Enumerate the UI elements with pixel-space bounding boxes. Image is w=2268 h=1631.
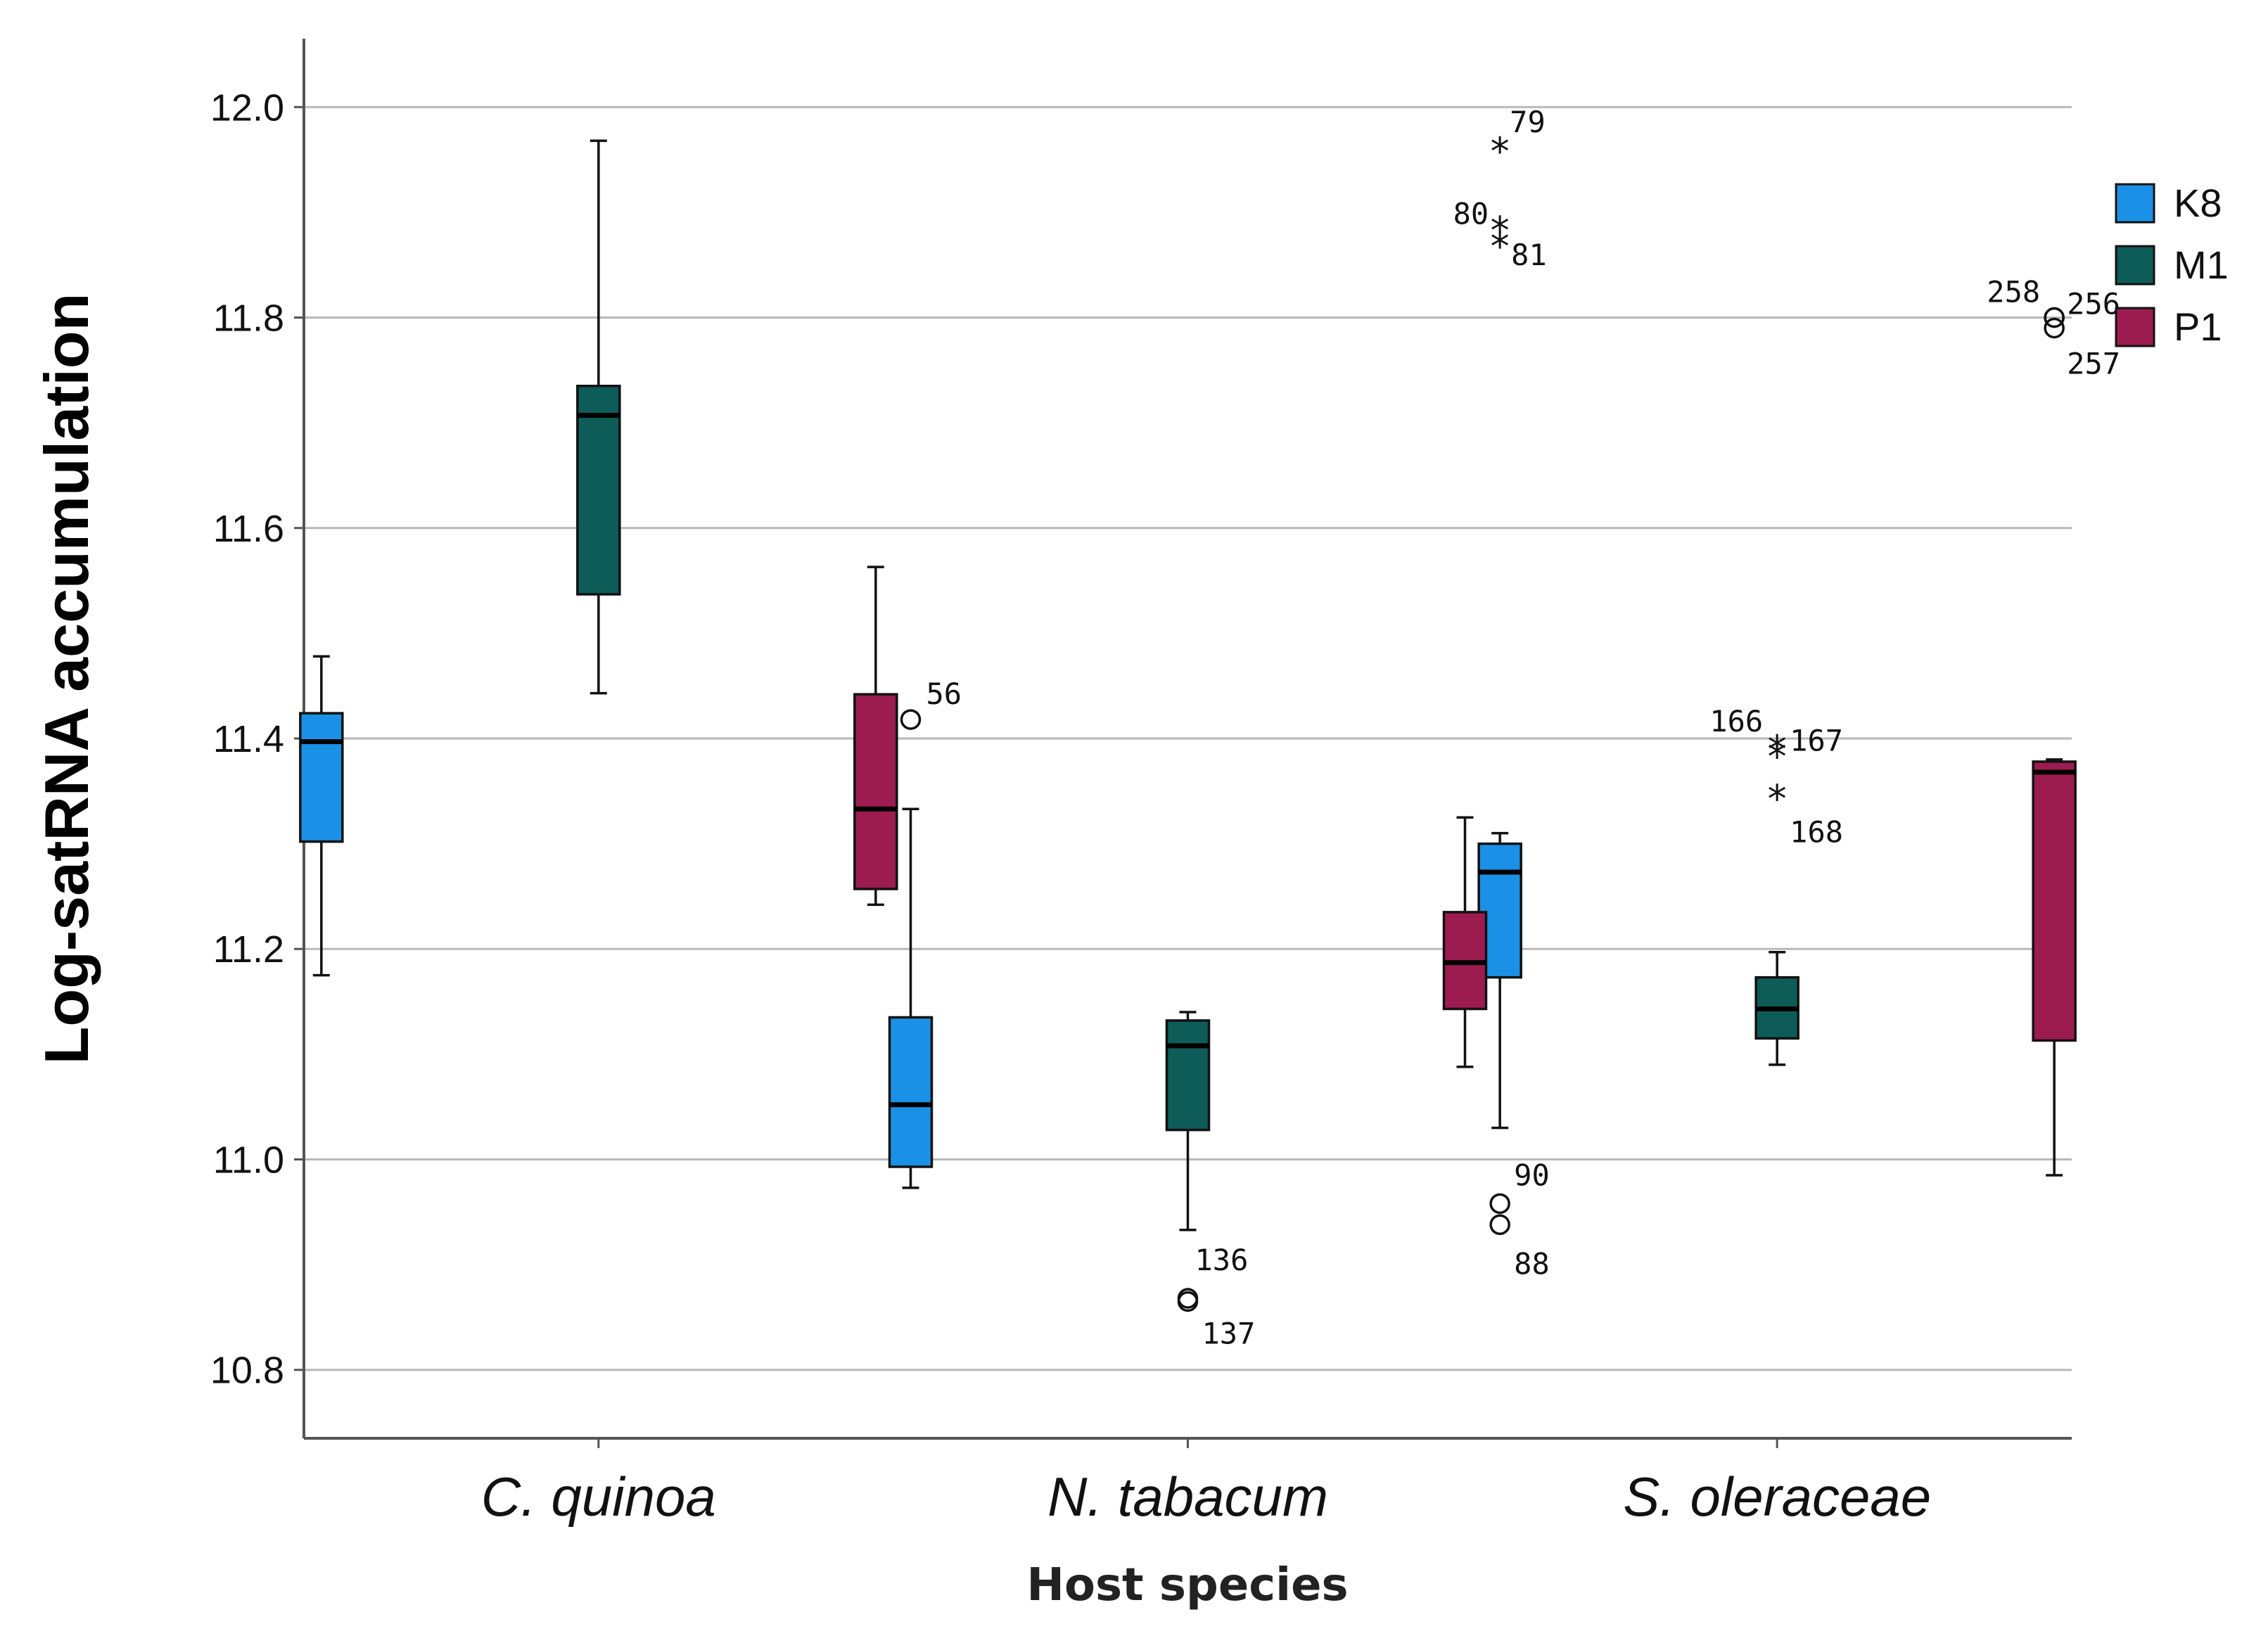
outlier-label: 137	[1202, 1316, 1256, 1350]
y-tick-label: 12.0	[210, 87, 284, 129]
outlier-star: *	[1491, 208, 1510, 252]
outlier-circle	[900, 709, 922, 730]
outlier-label: 168	[1790, 814, 1843, 849]
y-axis-title: Log-satRNA accumulation	[32, 293, 101, 1065]
box-p1-2	[1442, 816, 1488, 1068]
iqr-box	[2032, 760, 2077, 1042]
box-k8-1	[299, 655, 344, 977]
category-labels: C. quinoa N. tabacum S. oleraceae	[481, 1438, 1931, 1528]
legend-swatch-k8	[2115, 183, 2155, 224]
iqr-box	[888, 1016, 934, 1168]
box-p1-1	[853, 565, 898, 907]
legend-label-k8: K8	[2174, 181, 2222, 225]
y-tick-label: 10.8	[210, 1350, 284, 1392]
legend: K8 M1 P1	[2115, 181, 2229, 349]
outlier-circle	[1489, 1214, 1510, 1236]
legend-label-m1: M1	[2174, 243, 2229, 287]
legend-label-p1: P1	[2174, 305, 2222, 349]
y-tick-labels: 10.8 11.0 11.2 11.4 11.6 11.8 12.0	[210, 87, 284, 1391]
outlier-circle	[2044, 307, 2065, 328]
boxes	[299, 139, 2077, 1232]
outlier-star: *	[1491, 129, 1510, 174]
outlier-label: 81	[1511, 238, 1547, 272]
outlier-label: 136	[1195, 1243, 1249, 1277]
outlier-label: 90	[1514, 1158, 1550, 1192]
box-p1-3	[2032, 758, 2077, 1177]
box-k8-2	[888, 807, 934, 1189]
category-label: N. tabacum	[1047, 1466, 1328, 1528]
y-tick-label: 11.8	[213, 298, 284, 340]
outlier-label: 257	[2067, 346, 2120, 380]
outlier-circle	[2044, 317, 2065, 339]
outlier-star: *	[1768, 727, 1787, 772]
outlier-label: 56	[926, 677, 962, 711]
outlier-circle	[1489, 1193, 1510, 1215]
iqr-box	[299, 712, 344, 843]
outlier-label: 79	[1510, 105, 1546, 139]
outlier-star: *	[1768, 776, 1787, 821]
outlier-label: 88	[1514, 1246, 1550, 1281]
iqr-box	[853, 693, 898, 890]
outlier-circle	[1177, 1291, 1199, 1312]
box-m1-1	[576, 139, 621, 695]
y-tick-label: 11.6	[213, 508, 284, 550]
outlier-label: 166	[1709, 704, 1763, 738]
y-tick-label: 11.4	[213, 718, 284, 760]
category-label: C. quinoa	[481, 1466, 716, 1528]
legend-swatch-p1	[2115, 307, 2155, 347]
iqr-box	[576, 385, 621, 596]
outlier-label: 258	[1987, 275, 2040, 309]
outlier-label: 167	[1790, 723, 1843, 757]
legend-swatch-m1	[2115, 245, 2155, 286]
y-tick-label: 11.2	[213, 928, 284, 971]
y-tick-label: 11.0	[213, 1139, 284, 1181]
box-m1-2	[1165, 1011, 1211, 1232]
box-m1-3	[1754, 950, 1799, 1066]
x-axis-title: Host species	[1026, 1559, 1348, 1611]
category-label: S. oleraceae	[1623, 1466, 1931, 1528]
outlier-label: 256	[2067, 287, 2120, 321]
outlier-star: *	[1768, 734, 1787, 779]
outlier-label: 80	[1453, 196, 1489, 231]
outlier-star: *	[1491, 224, 1510, 269]
iqr-box	[1165, 1019, 1211, 1132]
